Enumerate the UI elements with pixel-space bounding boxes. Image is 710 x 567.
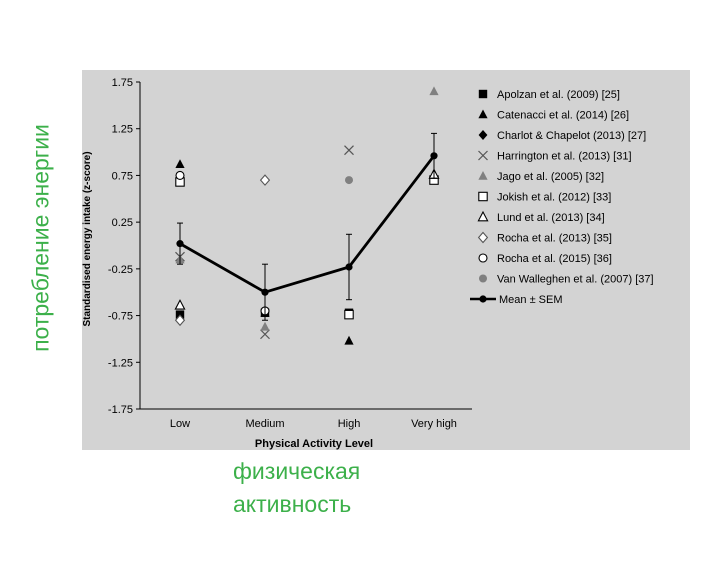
legend-marker [478,253,488,263]
legend-marker-shape [478,171,488,180]
data-point-shape [175,159,185,169]
legend-marker [478,89,488,99]
x-tick-label: Medium [245,418,284,430]
data-point [344,335,354,345]
mean-point [430,152,438,160]
legend-marker-shape [478,89,488,99]
y-tick-label: -1.25 [108,357,133,369]
russian-y-annotation: потребление энергии [27,124,54,352]
legend-label: Rocha et al. (2015) [36] [497,253,612,265]
data-point [175,170,185,180]
y-tick-label: 1.25 [112,124,133,136]
legend-marker-shape [478,253,488,263]
data-point [345,176,353,185]
data-point-shape [260,321,270,331]
legend-marker [479,274,487,283]
x-tick-label: High [338,418,361,430]
mean-point [345,263,353,271]
legend-marker [478,130,488,140]
y-tick-label: -1.75 [108,404,133,416]
legend-mean-point [479,295,487,303]
legend-label: Apolzan et al. (2009) [25] [497,89,620,101]
legend-marker [477,231,489,244]
data-point-shape [259,174,271,186]
x-tick-label: Very high [411,418,457,430]
data-point-shape [174,314,186,327]
legend-label: Charlot & Chapelot (2013) [27] [497,130,646,142]
legend-marker [478,171,488,180]
mean-line [179,154,436,294]
axes: 1.75 1.25 0.75 0.25 -0.25 -0.75 -1.25 -1.75 Low M… [108,77,472,430]
legend: Apolzan et al. (2009) [25] Catenacci et a… [470,89,654,306]
legend-label: Van Walleghen et al. (2007) [37] [497,274,654,286]
legend-marker-shape [477,210,489,222]
y-tick-label: 0.75 [112,170,133,182]
mean-point [176,240,184,248]
mean-point [261,288,269,296]
legend-marker-shape [477,231,489,244]
y-tick-label: -0.25 [108,264,133,276]
legend-marker-shape [478,109,488,119]
data-point [344,309,354,320]
russian-x-annotation: физическая активность [233,455,360,521]
y-tick-label: 1.75 [112,77,133,89]
legend-label: Mean ± SEM [499,294,563,306]
legend-label: Jago et al. (2005) [32] [497,171,604,183]
data-point [174,314,186,327]
x-axis-title: Physical Activity Level [255,438,373,450]
legend-label: Lund et al. (2013) [34] [497,212,605,224]
data-point [429,86,439,96]
data-point-shape [429,86,439,96]
russian-x-annotation-line1: физическая [233,458,361,484]
data-point-shape [174,299,186,310]
legend-marker-shape [478,191,488,202]
legend-marker [478,150,488,161]
data-point-shape [344,145,354,156]
data-point-shape [345,176,353,185]
russian-x-annotation-line2: активность [233,491,352,517]
x-tick-label: Low [170,418,190,430]
legend-label: Jokish et al. (2012) [33] [497,192,611,204]
data-point-shape [260,329,270,340]
legend-marker-shape [478,130,488,140]
legend-marker [478,191,488,202]
data-marks [174,86,440,345]
legend-marker [477,210,489,222]
y-axis-title: Standardised energy intake (z-score) [82,151,93,326]
legend-marker-shape [479,274,487,283]
legend-marker [478,109,488,119]
data-point [344,145,354,156]
legend-label: Rocha et al. (2013) [35] [497,233,612,245]
data-point-shape [175,170,185,180]
y-tick-label: 0.25 [112,217,133,229]
data-point [260,321,270,331]
data-point [259,174,271,186]
data-point [260,329,270,340]
data-point-shape [344,309,354,320]
y-tick-label: -0.75 [108,311,133,323]
data-point-shape [344,335,354,345]
data-point [174,299,186,310]
legend-marker-shape [478,150,488,161]
legend-label: Catenacci et al. (2014) [26] [497,110,629,122]
legend-label: Harrington et al. (2013) [31] [497,151,632,163]
data-point [175,159,185,169]
